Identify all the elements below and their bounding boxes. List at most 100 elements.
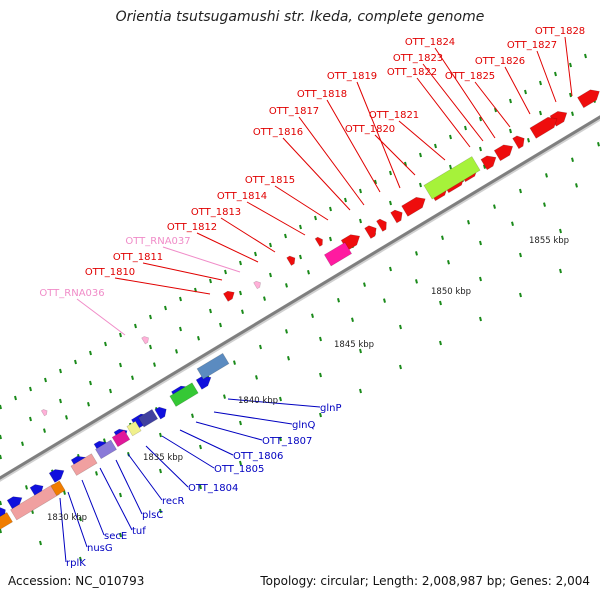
gene-arrow bbox=[154, 406, 167, 420]
leader-line bbox=[298, 116, 365, 206]
tick-mark bbox=[255, 375, 258, 380]
upper-gene-label: OTT_1810 bbox=[85, 267, 135, 278]
gene-arrow bbox=[390, 209, 403, 224]
tick-mark bbox=[524, 89, 527, 95]
gene-arrow bbox=[401, 196, 426, 217]
tick-mark bbox=[223, 394, 226, 399]
upper-gene-label: OTT_1827 bbox=[507, 40, 557, 51]
scale-labels: 1830 kbp 1835 kbp 1840 kbp 1845 kbp 1850 kbp… bbox=[47, 236, 569, 523]
tick-mark bbox=[209, 278, 212, 284]
gene-arrow bbox=[195, 375, 212, 390]
tick-mark bbox=[21, 441, 24, 447]
tick-mark bbox=[0, 528, 2, 534]
upper-gene-label: OTT_1828 bbox=[535, 26, 585, 37]
tick-mark bbox=[89, 380, 92, 386]
tick-mark bbox=[285, 329, 288, 334]
tick-mark bbox=[0, 404, 2, 410]
gene-box bbox=[323, 242, 353, 267]
tick-mark bbox=[539, 80, 542, 86]
tick-mark bbox=[543, 202, 546, 207]
lower-gene-label: OTT_1804 bbox=[188, 483, 238, 494]
tick-mark bbox=[74, 359, 77, 365]
tick-mark bbox=[519, 252, 522, 258]
upper-gene-label: OTT_1824 bbox=[405, 37, 455, 48]
leader-line bbox=[246, 201, 306, 236]
lower-gene-label: tuf bbox=[132, 526, 146, 537]
leader-line bbox=[179, 429, 234, 456]
tick-mark bbox=[389, 266, 392, 272]
upper-gene-label: OTT_1815 bbox=[245, 175, 295, 186]
leader-line bbox=[195, 421, 263, 441]
tick-mark bbox=[479, 316, 482, 322]
tick-mark bbox=[449, 164, 452, 170]
tick-mark bbox=[95, 471, 98, 476]
tick-mark bbox=[389, 170, 392, 176]
tick-mark bbox=[159, 432, 162, 438]
tick-mark bbox=[511, 221, 514, 227]
gene-arrow bbox=[314, 236, 323, 247]
gene-arrow bbox=[480, 155, 497, 171]
leader-line bbox=[227, 398, 321, 408]
tick-mark bbox=[149, 344, 152, 350]
tick-mark bbox=[415, 251, 418, 256]
gene-box bbox=[423, 156, 481, 200]
tick-mark bbox=[209, 308, 212, 314]
tick-mark bbox=[399, 324, 402, 330]
lower-gene-label: rplK bbox=[66, 558, 86, 569]
leader-line bbox=[67, 491, 88, 548]
lower-gene-label: glnP bbox=[320, 403, 342, 414]
tick-mark bbox=[509, 128, 512, 134]
tick-mark bbox=[359, 348, 362, 354]
tick-mark bbox=[25, 485, 28, 490]
tick-mark bbox=[239, 260, 242, 266]
tick-mark bbox=[197, 335, 200, 341]
tick-mark bbox=[479, 116, 482, 122]
gene-arrow bbox=[493, 144, 514, 162]
upper-gene-label: OTT_1823 bbox=[393, 53, 443, 64]
tick-mark bbox=[329, 236, 332, 242]
tick-mark bbox=[39, 540, 42, 546]
tick-mark bbox=[419, 152, 422, 158]
tick-mark bbox=[285, 283, 288, 288]
tick-mark bbox=[569, 92, 572, 98]
gene-arrow bbox=[48, 469, 65, 483]
scale-label: 1845 kbp bbox=[334, 340, 374, 350]
tick-mark bbox=[575, 183, 578, 188]
tick-mark bbox=[224, 269, 227, 275]
tick-mark bbox=[311, 313, 314, 319]
tick-mark bbox=[483, 164, 486, 169]
leader-line bbox=[326, 99, 381, 193]
gene-box bbox=[50, 480, 66, 496]
label-leaders bbox=[59, 36, 573, 563]
leader-line bbox=[416, 77, 471, 148]
gene-box bbox=[169, 382, 199, 407]
gene-box bbox=[111, 429, 131, 448]
gene-arrow bbox=[6, 496, 23, 511]
leader-line bbox=[145, 445, 189, 488]
tick-mark bbox=[479, 240, 482, 246]
tick-mark bbox=[119, 362, 122, 368]
tick-mark bbox=[29, 386, 32, 392]
tick-mark bbox=[44, 377, 47, 383]
tick-mark bbox=[79, 556, 82, 562]
leader-line bbox=[434, 47, 496, 139]
tick-mark bbox=[415, 279, 418, 284]
tick-mark bbox=[199, 444, 202, 450]
tick-mark bbox=[164, 305, 167, 311]
tick-mark bbox=[14, 395, 17, 401]
upper-gene-label: OTT_1816 bbox=[253, 127, 303, 138]
lower-gene-label: OTT_1806 bbox=[233, 451, 283, 462]
leader-line bbox=[115, 459, 143, 515]
leader-line bbox=[474, 81, 511, 128]
tick-mark bbox=[263, 296, 266, 301]
tick-mark bbox=[447, 259, 450, 265]
tick-mark bbox=[527, 137, 530, 143]
tick-mark bbox=[29, 416, 32, 422]
lower-gene-label: recR bbox=[162, 496, 185, 507]
scale-label: 1850 kbp bbox=[431, 287, 471, 297]
tick-mark bbox=[439, 340, 442, 346]
lower-gene-label: secE bbox=[104, 531, 127, 542]
upper-gene-label: OTT_1819 bbox=[327, 71, 377, 82]
tick-mark bbox=[479, 276, 482, 282]
tick-mark bbox=[119, 492, 122, 498]
